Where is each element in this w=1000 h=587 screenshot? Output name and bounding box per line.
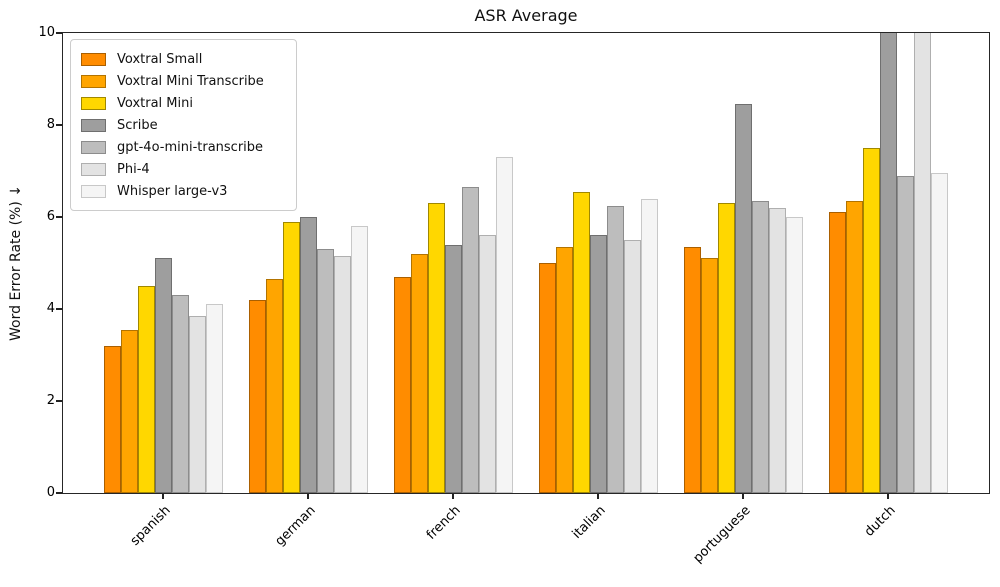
legend-swatch-icon <box>81 118 106 132</box>
bar-voxtral-mini-transcribe-french <box>410 253 428 493</box>
legend-swatch-icon <box>81 52 106 66</box>
legend-label: gpt-4o-mini-transcribe <box>117 139 264 155</box>
bar-gpt-4o-mini-transcribe-french <box>461 187 479 493</box>
bar-voxtral-mini-dutch <box>862 148 880 493</box>
bar-voxtral-mini-transcribe-italian <box>555 246 573 493</box>
legend-swatch-icon <box>81 96 106 110</box>
y-tick-mark-6 <box>56 216 62 218</box>
legend: Voxtral Small Voxtral Mini Transcribe Voxt… <box>70 39 297 211</box>
bar-gpt-4o-mini-transcribe-dutch <box>896 175 914 493</box>
y-tick-label-0: 0 <box>46 485 55 500</box>
y-tick-label-8: 8 <box>46 117 55 132</box>
y-tick-label-2: 2 <box>46 393 55 408</box>
x-tick-mark-french <box>452 493 454 499</box>
y-tick-mark-2 <box>56 400 62 402</box>
bar-voxtral-mini-portuguese <box>717 203 735 493</box>
x-tick-mark-dutch <box>887 493 889 499</box>
bar-scribe-spanish <box>154 258 172 493</box>
bar-voxtral-mini-french <box>427 203 445 493</box>
x-tick-label-french: french <box>423 503 464 543</box>
legend-label: Voxtral Mini <box>117 95 193 111</box>
bar-phi-4-portuguese <box>768 207 786 493</box>
legend-label: Voxtral Mini Transcribe <box>117 73 264 89</box>
legend-item-whisper-large-v3: Whisper large-v3 <box>81 180 286 202</box>
bar-voxtral-small-french <box>393 276 411 493</box>
bar-phi-4-italian <box>623 240 641 493</box>
x-tick-mark-italian <box>597 493 599 499</box>
x-tick-mark-portuguese <box>742 493 744 499</box>
bar-scribe-dutch <box>879 33 897 493</box>
bar-phi-4-spanish <box>188 315 206 493</box>
x-tick-label-spanish: spanish <box>127 503 174 549</box>
x-tick-label-portuguese: portuguese <box>690 503 754 567</box>
bar-whisper-large-v3-french <box>495 157 513 493</box>
y-tick-label-10: 10 <box>38 25 55 40</box>
bar-voxtral-small-spanish <box>103 345 121 493</box>
y-tick-label-6: 6 <box>46 209 55 224</box>
legend-swatch-icon <box>81 140 106 154</box>
bar-whisper-large-v3-dutch <box>930 173 948 493</box>
legend-item-gpt-4o-mini-transcribe: gpt-4o-mini-transcribe <box>81 136 286 158</box>
x-tick-label-german: german <box>272 503 319 550</box>
bar-voxtral-mini-transcribe-german <box>265 279 283 493</box>
chart-title: ASR Average <box>474 6 578 25</box>
bar-phi-4-french <box>478 235 496 493</box>
legend-label: Phi-4 <box>117 161 150 177</box>
x-tick-mark-german <box>307 493 309 499</box>
bar-gpt-4o-mini-transcribe-spanish <box>171 295 189 493</box>
bar-voxtral-mini-transcribe-portuguese <box>700 258 718 493</box>
bar-whisper-large-v3-german <box>350 226 368 493</box>
legend-item-phi-4: Phi-4 <box>81 158 286 180</box>
bar-voxtral-mini-spanish <box>137 286 155 493</box>
bar-scribe-italian <box>589 235 607 493</box>
bar-whisper-large-v3-italian <box>640 198 658 493</box>
y-tick-label-4: 4 <box>46 301 55 316</box>
bar-voxtral-small-german <box>248 299 266 493</box>
legend-label: Voxtral Small <box>117 51 203 67</box>
bar-scribe-french <box>444 244 462 493</box>
y-tick-mark-8 <box>56 124 62 126</box>
bar-whisper-large-v3-portuguese <box>785 217 803 493</box>
legend-item-voxtral-mini-transcribe: Voxtral Mini Transcribe <box>81 70 286 92</box>
legend-swatch-icon <box>81 184 106 198</box>
bar-phi-4-dutch <box>913 33 931 493</box>
legend-label: Whisper large-v3 <box>117 183 228 199</box>
x-tick-label-italian: italian <box>569 503 609 542</box>
plot-area <box>63 33 989 493</box>
x-tick-mark-spanish <box>162 493 164 499</box>
y-tick-mark-0 <box>56 492 62 494</box>
bar-gpt-4o-mini-transcribe-italian <box>606 205 624 493</box>
legend-swatch-icon <box>81 162 106 176</box>
bar-voxtral-small-portuguese <box>683 246 701 493</box>
bar-voxtral-mini-transcribe-dutch <box>845 200 863 493</box>
legend-label: Scribe <box>117 117 158 133</box>
bar-voxtral-small-italian <box>538 263 556 493</box>
bar-voxtral-mini-italian <box>572 191 590 493</box>
bar-gpt-4o-mini-transcribe-portuguese <box>751 200 769 493</box>
y-tick-mark-10 <box>56 32 62 34</box>
legend-item-scribe: Scribe <box>81 114 286 136</box>
bar-voxtral-small-dutch <box>828 212 846 493</box>
bar-scribe-german <box>299 217 317 493</box>
legend-swatch-icon <box>81 74 106 88</box>
y-tick-mark-4 <box>56 308 62 310</box>
bar-phi-4-german <box>333 256 351 493</box>
bar-whisper-large-v3-spanish <box>205 304 223 493</box>
x-tick-label-dutch: dutch <box>861 503 899 540</box>
legend-item-voxtral-mini: Voxtral Mini <box>81 92 286 114</box>
bar-scribe-portuguese <box>734 104 752 493</box>
bar-voxtral-mini-german <box>282 221 300 493</box>
legend-item-voxtral-small: Voxtral Small <box>81 48 286 70</box>
bar-voxtral-mini-transcribe-spanish <box>120 329 138 493</box>
bar-gpt-4o-mini-transcribe-german <box>316 249 334 493</box>
